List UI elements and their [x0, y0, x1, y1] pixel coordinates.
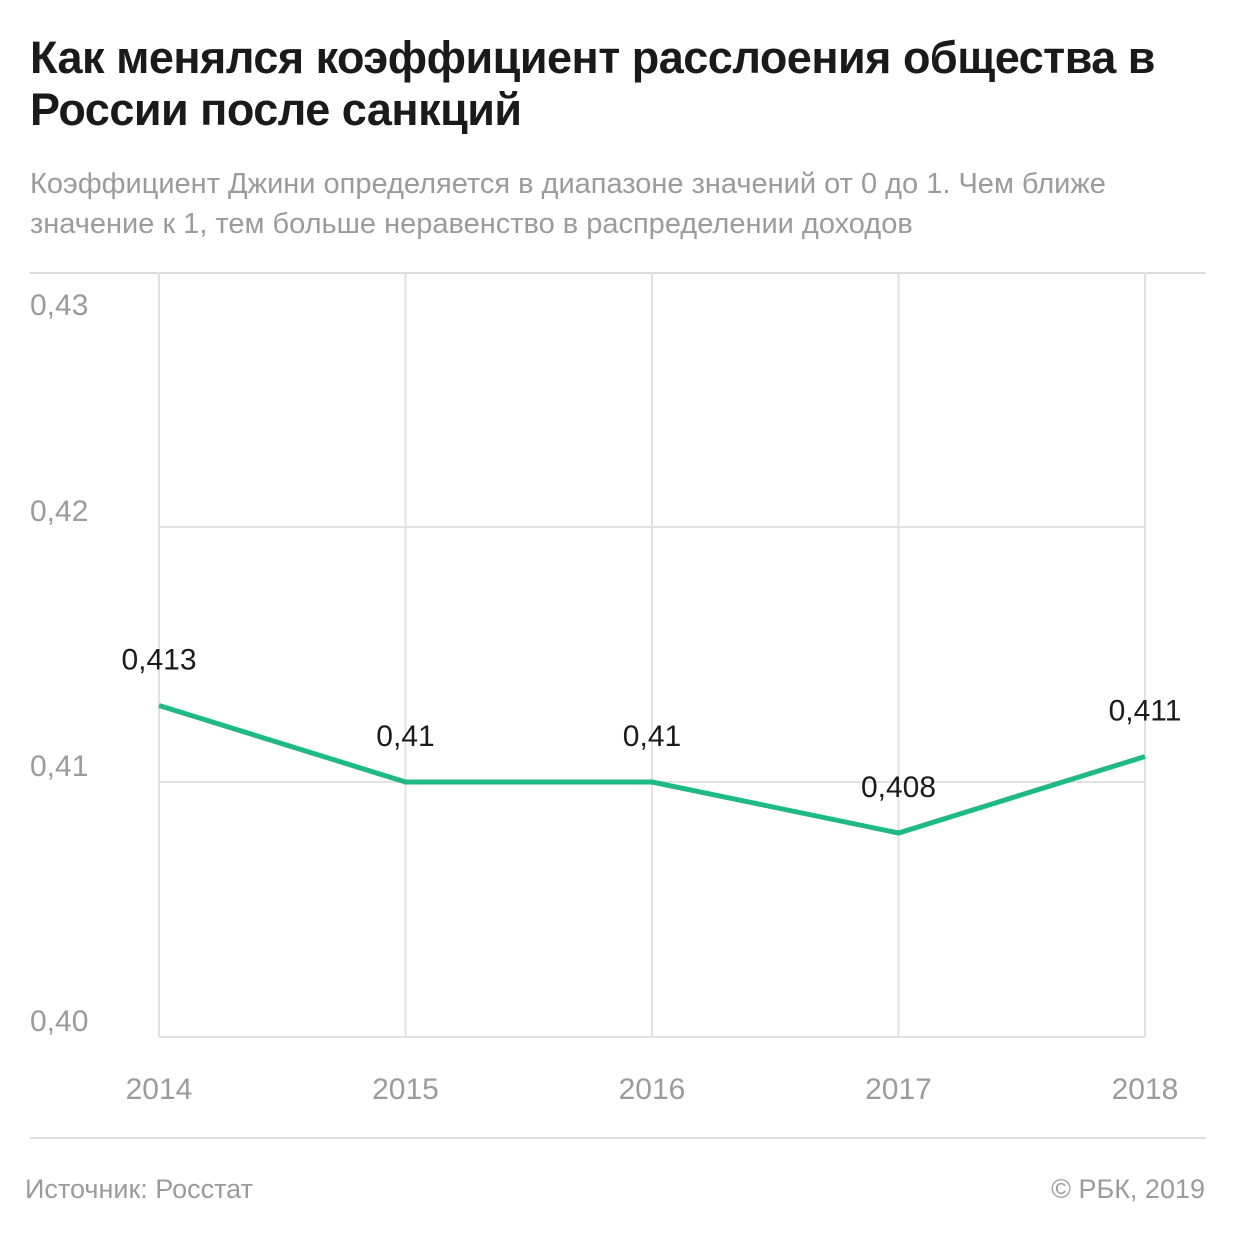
- data-label: 0,41: [623, 720, 681, 753]
- y-tick-label: 0,42: [30, 495, 88, 528]
- y-tick-label: 0,41: [30, 750, 88, 783]
- y-tick-label: 0,40: [30, 1005, 88, 1038]
- x-tick-label: 2014: [126, 1073, 193, 1106]
- x-tick-label: 2016: [619, 1073, 686, 1106]
- chart-title: Как менялся коэффициент расслоения общес…: [30, 32, 1155, 135]
- copyright: © РБК, 2019: [1051, 1174, 1205, 1204]
- x-tick-label: 2017: [865, 1073, 932, 1106]
- data-label: 0,408: [861, 771, 936, 804]
- top-divider: [30, 272, 1206, 274]
- bottom-divider: [30, 1137, 1206, 1139]
- y-tick-label: 0,43: [30, 289, 88, 322]
- series-line: [158, 703, 1146, 836]
- x-tick-label: 2018: [1112, 1073, 1179, 1106]
- source-note: Источник: Росстат: [25, 1174, 253, 1204]
- data-label: 0,41: [376, 720, 434, 753]
- chart-subtitle: Коэффициент Джини определяется в диапазо…: [30, 168, 1106, 240]
- x-tick-label: 2015: [372, 1073, 439, 1106]
- data-label: 0,411: [1109, 695, 1182, 728]
- data-label: 0,413: [121, 644, 196, 677]
